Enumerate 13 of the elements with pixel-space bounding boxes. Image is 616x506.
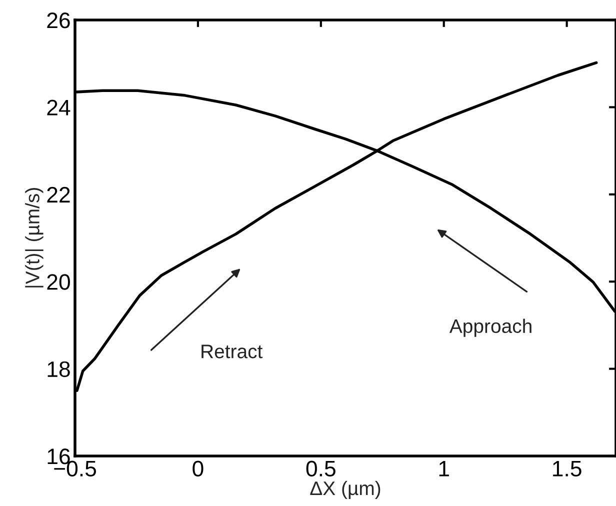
- x-tick-label: 0: [192, 460, 204, 476]
- x-tick-label: 1.5: [553, 460, 582, 476]
- y-tick-label: 22: [47, 186, 70, 202]
- y-tick-label: 18: [48, 361, 70, 378]
- x-tick-label: 0.5: [306, 460, 336, 476]
- x-axis-title: ΔX (µm): [310, 480, 380, 500]
- x-tick-label: 1: [439, 460, 449, 476]
- y-tick-label: 24: [47, 100, 70, 116]
- y-tick-label: 20: [47, 274, 70, 290]
- y-tick-label: 26: [47, 12, 70, 28]
- annotation: Approach: [449, 318, 532, 337]
- y-axis-title: |V(t)| (µm/s): [25, 188, 44, 288]
- annotation: Retract: [202, 344, 263, 358]
